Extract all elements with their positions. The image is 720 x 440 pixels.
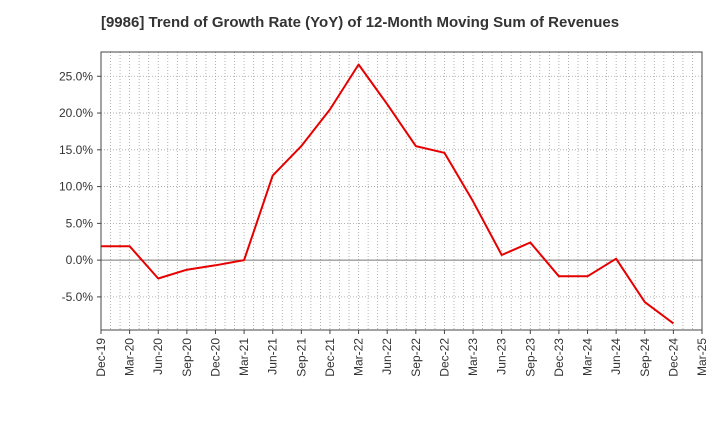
y-tick-label: 0.0% [66, 253, 94, 267]
x-tick-label: Sep-23 [523, 338, 537, 377]
x-tick-label: Sep-20 [180, 338, 194, 377]
chart-title: [9986] Trend of Growth Rate (YoY) of 12-… [100, 14, 620, 31]
x-tick-label: Jun-21 [266, 338, 280, 375]
x-tick-label: Jun-23 [495, 338, 509, 375]
x-tick-label: Mar-22 [352, 338, 366, 376]
x-tick-label: Sep-21 [294, 338, 308, 377]
x-tick-label: Sep-24 [638, 338, 652, 377]
x-tick-label: Mar-21 [237, 338, 251, 376]
x-tick-label: Dec-21 [323, 338, 337, 377]
x-tick-label: Jun-22 [380, 338, 394, 375]
x-tick-label: Sep-22 [409, 338, 423, 377]
x-tick-label: Mar-23 [466, 338, 480, 376]
x-tick-label: Jun-20 [151, 338, 165, 375]
x-tick-label: Mar-25 [695, 338, 709, 376]
y-tick-label: -5.0% [62, 290, 94, 304]
y-tick-label: 5.0% [66, 216, 94, 230]
x-tick-label: Dec-23 [552, 338, 566, 377]
plot-frame [100, 51, 703, 331]
x-tick-label: Dec-19 [94, 338, 108, 377]
x-axis: Dec-19 Mar-20 Jun-20 Sep-20 Dec-20 Mar-21 Jun-… [94, 330, 709, 377]
series-layer [100, 63, 674, 325]
x-tick-label: Dec-22 [437, 338, 451, 377]
plot-border [100, 51, 703, 331]
x-tick-label: Dec-20 [208, 338, 222, 377]
x-tick-label: Mar-20 [123, 338, 137, 376]
x-tick-label: Jun-24 [609, 338, 623, 375]
y-axis: -5.0% 0.0% 5.0% 10.0% 15.0% 20.0% 25.0% [59, 69, 101, 304]
y-tick-label: 25.0% [59, 69, 93, 83]
y-tick-label: 20.0% [59, 106, 93, 120]
grid-layer [100, 52, 703, 330]
y-tick-label: 15.0% [59, 143, 93, 157]
x-tick-label: Dec-24 [666, 338, 680, 377]
y-tick-label: 10.0% [59, 180, 93, 194]
x-tick-label: Mar-24 [581, 338, 595, 376]
